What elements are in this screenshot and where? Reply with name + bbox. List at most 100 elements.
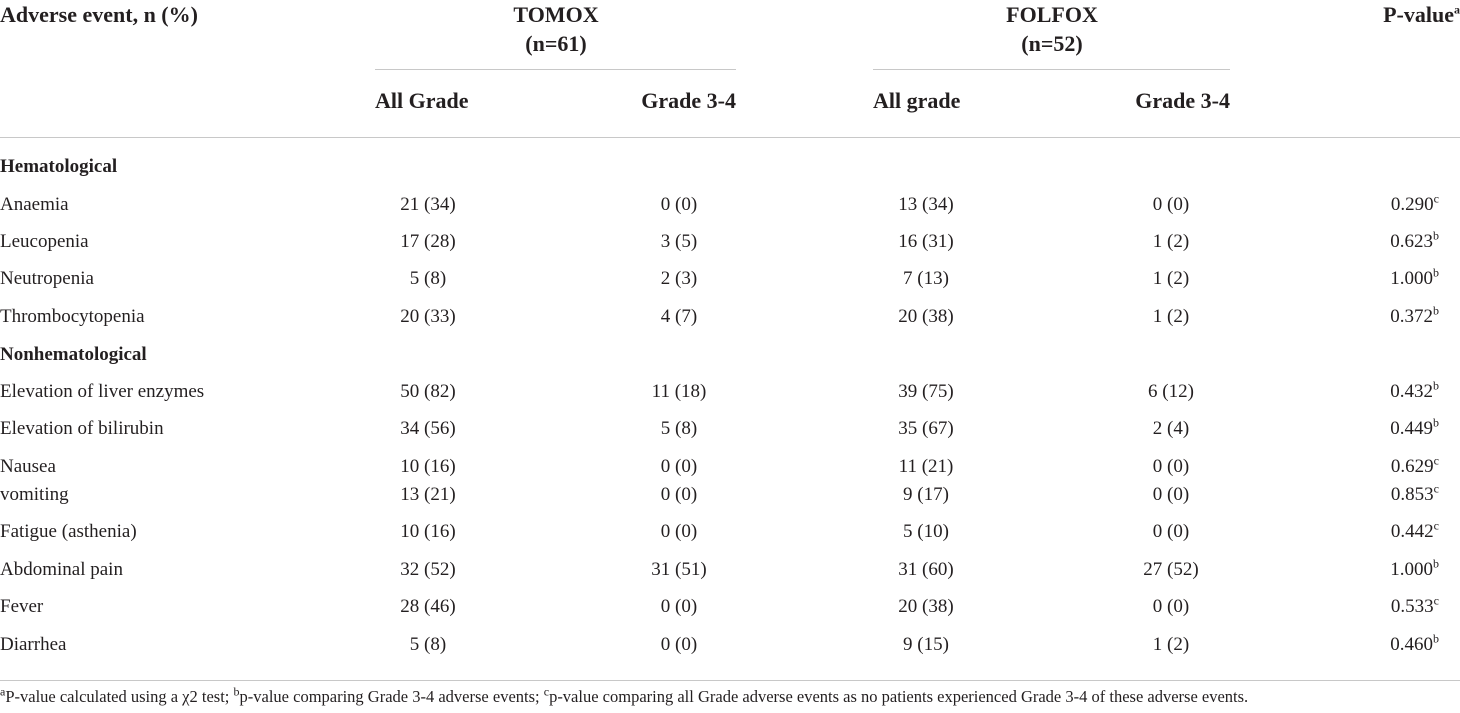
pvalue-number: 1.000 bbox=[1390, 559, 1433, 580]
cell-folfox-g34: 2 (4) bbox=[1152, 418, 1190, 439]
cell-pvalue: 0.629c bbox=[1390, 453, 1439, 478]
header-rule bbox=[0, 137, 1460, 138]
cell-tomox-g34: 4 (7) bbox=[660, 306, 698, 327]
cell-folfox-all: 20 (38) bbox=[898, 306, 954, 327]
cell-pvalue: 0.449b bbox=[1390, 415, 1439, 440]
row-label: Elevation of bilirubin bbox=[0, 418, 164, 439]
subheader-folfox-all: All grade bbox=[873, 88, 961, 113]
cell-tomox-g34: 2 (3) bbox=[660, 268, 698, 289]
group-name-tomox: TOMOX bbox=[513, 2, 599, 27]
footnote-sup-c: c bbox=[543, 684, 550, 699]
group-n-folfox: (n=52) bbox=[1021, 31, 1083, 56]
pvalue-footnote-sup: c bbox=[1433, 453, 1439, 468]
footnote-text-b: p-value comparing Grade 3-4 adverse even… bbox=[239, 687, 544, 706]
cell-tomox-all: 5 (8) bbox=[409, 634, 447, 655]
pvalue-footnote-sup: b bbox=[1433, 228, 1439, 243]
cell-folfox-all: 5 (10) bbox=[903, 521, 949, 542]
pvalue-footnote-sup: b bbox=[1433, 415, 1439, 430]
row-label: Fatigue (asthenia) bbox=[0, 521, 137, 542]
pvalue-number: 0.442 bbox=[1390, 521, 1434, 542]
subheader-folfox-g34: Grade 3-4 bbox=[1135, 88, 1230, 113]
cell-pvalue: 0.432b bbox=[1390, 378, 1439, 403]
section-title: Hematological bbox=[0, 156, 118, 177]
group-name-folfox: FOLFOX bbox=[1006, 2, 1098, 27]
pvalue-footnote-sup: b bbox=[1433, 631, 1439, 646]
subheader-tomox-g34: Grade 3-4 bbox=[641, 88, 736, 113]
pvalue-footnote-sup: c bbox=[1433, 593, 1439, 608]
pvalue-footnote-sup: b bbox=[1433, 378, 1439, 393]
row-label: Fever bbox=[0, 596, 44, 617]
row-label: Leucopenia bbox=[0, 231, 89, 252]
cell-pvalue: 0.623b bbox=[1390, 228, 1439, 253]
pvalue-text: P-value bbox=[1383, 2, 1454, 27]
cell-tomox-all: 50 (82) bbox=[400, 381, 456, 402]
column-label-pvalue: P-valuea bbox=[1383, 2, 1460, 28]
cell-folfox-all: 9 (15) bbox=[903, 634, 949, 655]
pvalue-number: 0.372 bbox=[1390, 306, 1433, 327]
cell-folfox-g34: 1 (2) bbox=[1152, 231, 1190, 252]
cell-tomox-g34: 0 (0) bbox=[660, 484, 698, 505]
cell-folfox-all: 31 (60) bbox=[898, 559, 954, 580]
pvalue-number: 0.533 bbox=[1390, 596, 1434, 617]
cell-tomox-all: 17 (28) bbox=[400, 231, 456, 252]
group-n-tomox: (n=61) bbox=[525, 31, 587, 56]
pvalue-sup: a bbox=[1454, 2, 1460, 17]
pvalue-number: 0.853 bbox=[1390, 484, 1434, 505]
cell-folfox-all: 11 (21) bbox=[898, 456, 954, 477]
cell-tomox-g34: 0 (0) bbox=[660, 456, 698, 477]
cell-folfox-all: 20 (38) bbox=[898, 596, 954, 617]
row-label: vomiting bbox=[0, 484, 69, 505]
row-label: Abdominal pain bbox=[0, 559, 123, 580]
cell-folfox-g34: 0 (0) bbox=[1152, 456, 1190, 477]
row-label: Neutropenia bbox=[0, 268, 94, 289]
row-label: Nausea bbox=[0, 456, 56, 477]
pvalue-number: 0.629 bbox=[1390, 456, 1434, 477]
group-rule-folfox bbox=[873, 69, 1230, 70]
pvalue-number: 0.623 bbox=[1390, 231, 1433, 252]
cell-pvalue: 0.372b bbox=[1390, 305, 1439, 328]
footnote-text-a: P-value calculated using a χ2 test; bbox=[5, 687, 234, 706]
row-label: Thrombocytopenia bbox=[0, 306, 145, 327]
cell-folfox-all: 13 (34) bbox=[898, 194, 954, 215]
pvalue-number: 0.460 bbox=[1390, 634, 1433, 655]
cell-pvalue: 0.853c bbox=[1390, 481, 1439, 506]
section-title: Nonhematological bbox=[0, 344, 147, 365]
cell-folfox-all: 9 (17) bbox=[903, 484, 949, 505]
cell-tomox-g34: 11 (18) bbox=[651, 381, 707, 402]
cell-tomox-all: 20 (33) bbox=[400, 306, 456, 327]
cell-folfox-g34: 6 (12) bbox=[1148, 381, 1194, 402]
cell-folfox-all: 7 (13) bbox=[903, 268, 949, 289]
pvalue-footnote-sup: c bbox=[1433, 481, 1439, 496]
footnote-text-c: p-value comparing all Grade adverse even… bbox=[549, 687, 1249, 706]
cell-tomox-all: 10 (16) bbox=[400, 456, 456, 477]
pvalue-footnote-sup: b bbox=[1433, 556, 1439, 571]
pvalue-footnote-sup: c bbox=[1433, 518, 1439, 533]
cell-folfox-g34: 1 (2) bbox=[1152, 306, 1190, 327]
cell-folfox-all: 35 (67) bbox=[898, 418, 954, 439]
cell-tomox-g34: 0 (0) bbox=[660, 194, 698, 215]
pvalue-footnote-sup: b bbox=[1433, 265, 1439, 280]
pvalue-number: 0.432 bbox=[1390, 381, 1433, 402]
pvalue-number: 0.290 bbox=[1390, 194, 1434, 215]
cell-pvalue: 0.460b bbox=[1390, 631, 1439, 656]
subheader-tomox-all: All Grade bbox=[375, 88, 469, 113]
cell-folfox-g34: 0 (0) bbox=[1152, 521, 1190, 542]
cell-tomox-all: 21 (34) bbox=[400, 194, 456, 215]
cell-pvalue: 1.000b bbox=[1390, 265, 1439, 290]
cell-pvalue: 0.533c bbox=[1390, 593, 1439, 618]
cell-folfox-g34: 0 (0) bbox=[1152, 484, 1190, 505]
cell-tomox-g34: 0 (0) bbox=[660, 521, 698, 542]
cell-tomox-all: 28 (46) bbox=[400, 596, 456, 617]
cell-folfox-g34: 27 (52) bbox=[1143, 559, 1199, 580]
footnote-sup-b: b bbox=[233, 684, 240, 699]
row-label: Diarrhea bbox=[0, 634, 67, 655]
column-label-adverse-event: Adverse event, n (%) bbox=[0, 2, 198, 27]
group-rule-tomox bbox=[375, 69, 736, 70]
footnote-sup-a: a bbox=[0, 684, 6, 699]
cell-folfox-g34: 1 (2) bbox=[1152, 634, 1190, 655]
cell-folfox-g34: 1 (2) bbox=[1152, 268, 1190, 289]
cell-tomox-all: 10 (16) bbox=[400, 521, 456, 542]
pvalue-footnote-sup: c bbox=[1433, 191, 1439, 206]
cell-pvalue: 0.442c bbox=[1390, 518, 1439, 543]
cell-pvalue: 0.290c bbox=[1390, 191, 1439, 216]
